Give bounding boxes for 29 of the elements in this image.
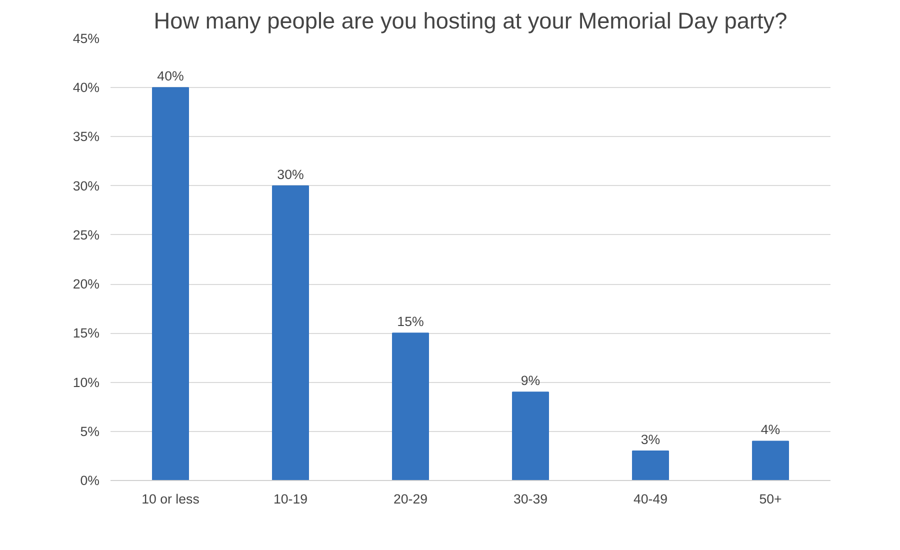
- bar: [632, 450, 669, 480]
- x-tick-label: 20-29: [393, 492, 428, 506]
- x-tick-label: 30-39: [513, 492, 548, 506]
- bar: [752, 440, 789, 480]
- data-label: 9%: [520, 373, 540, 388]
- y-tick-label: 40%: [72, 80, 100, 96]
- x-tick-label: 10-19: [273, 492, 308, 506]
- y-tick-label: 30%: [72, 178, 100, 194]
- y-tick-label: 10%: [72, 374, 100, 390]
- y-tick-label: 15%: [72, 326, 100, 341]
- data-label: 40%: [157, 68, 184, 84]
- y-tick-label: 25%: [72, 227, 100, 242]
- data-label: 4%: [760, 422, 780, 438]
- x-tick-label: 50+: [759, 492, 782, 506]
- x-tick-label: 40-49: [633, 492, 668, 506]
- y-tick-label: 20%: [72, 276, 100, 292]
- y-tick-label: 0%: [80, 473, 100, 488]
- y-tick-label: 5%: [80, 424, 100, 439]
- bar: [392, 332, 429, 480]
- chart-title: How many people are you hosting at your Memorial Day party?: [154, 8, 788, 34]
- data-label: 30%: [277, 166, 304, 182]
- data-label: 3%: [640, 432, 660, 448]
- y-tick-label: 45%: [72, 31, 100, 46]
- y-tick-label: 35%: [72, 129, 100, 144]
- data-label: 15%: [397, 314, 424, 330]
- bar: [152, 87, 189, 480]
- x-tick-label: 10 or less: [142, 492, 200, 506]
- bar: [272, 185, 309, 480]
- bar: [512, 392, 549, 480]
